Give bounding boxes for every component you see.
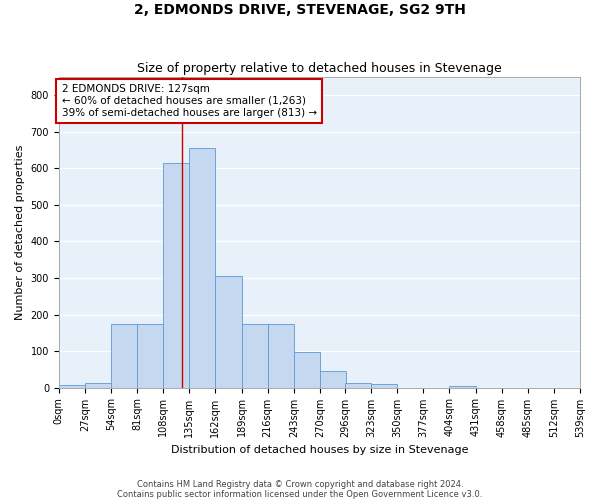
X-axis label: Distribution of detached houses by size in Stevenage: Distribution of detached houses by size … [170,445,468,455]
Bar [294,352,320,388]
Bar [371,384,397,388]
Bar [449,386,476,388]
Bar [85,383,111,388]
Title: Size of property relative to detached houses in Stevenage: Size of property relative to detached ho… [137,62,502,74]
Text: 2, EDMONDS DRIVE, STEVENAGE, SG2 9TH: 2, EDMONDS DRIVE, STEVENAGE, SG2 9TH [134,2,466,16]
Text: 2 EDMONDS DRIVE: 127sqm
← 60% of detached houses are smaller (1,263)
39% of semi: 2 EDMONDS DRIVE: 127sqm ← 60% of detache… [62,84,317,117]
Bar [59,385,85,388]
Bar [242,324,268,388]
Bar [215,276,242,388]
Bar [320,371,346,388]
Y-axis label: Number of detached properties: Number of detached properties [15,144,25,320]
Bar [137,324,163,388]
Text: Contains HM Land Registry data © Crown copyright and database right 2024.
Contai: Contains HM Land Registry data © Crown c… [118,480,482,499]
Bar [268,324,294,388]
Bar [345,383,371,388]
Bar [111,324,137,388]
Bar [190,148,215,388]
Bar [163,163,190,388]
